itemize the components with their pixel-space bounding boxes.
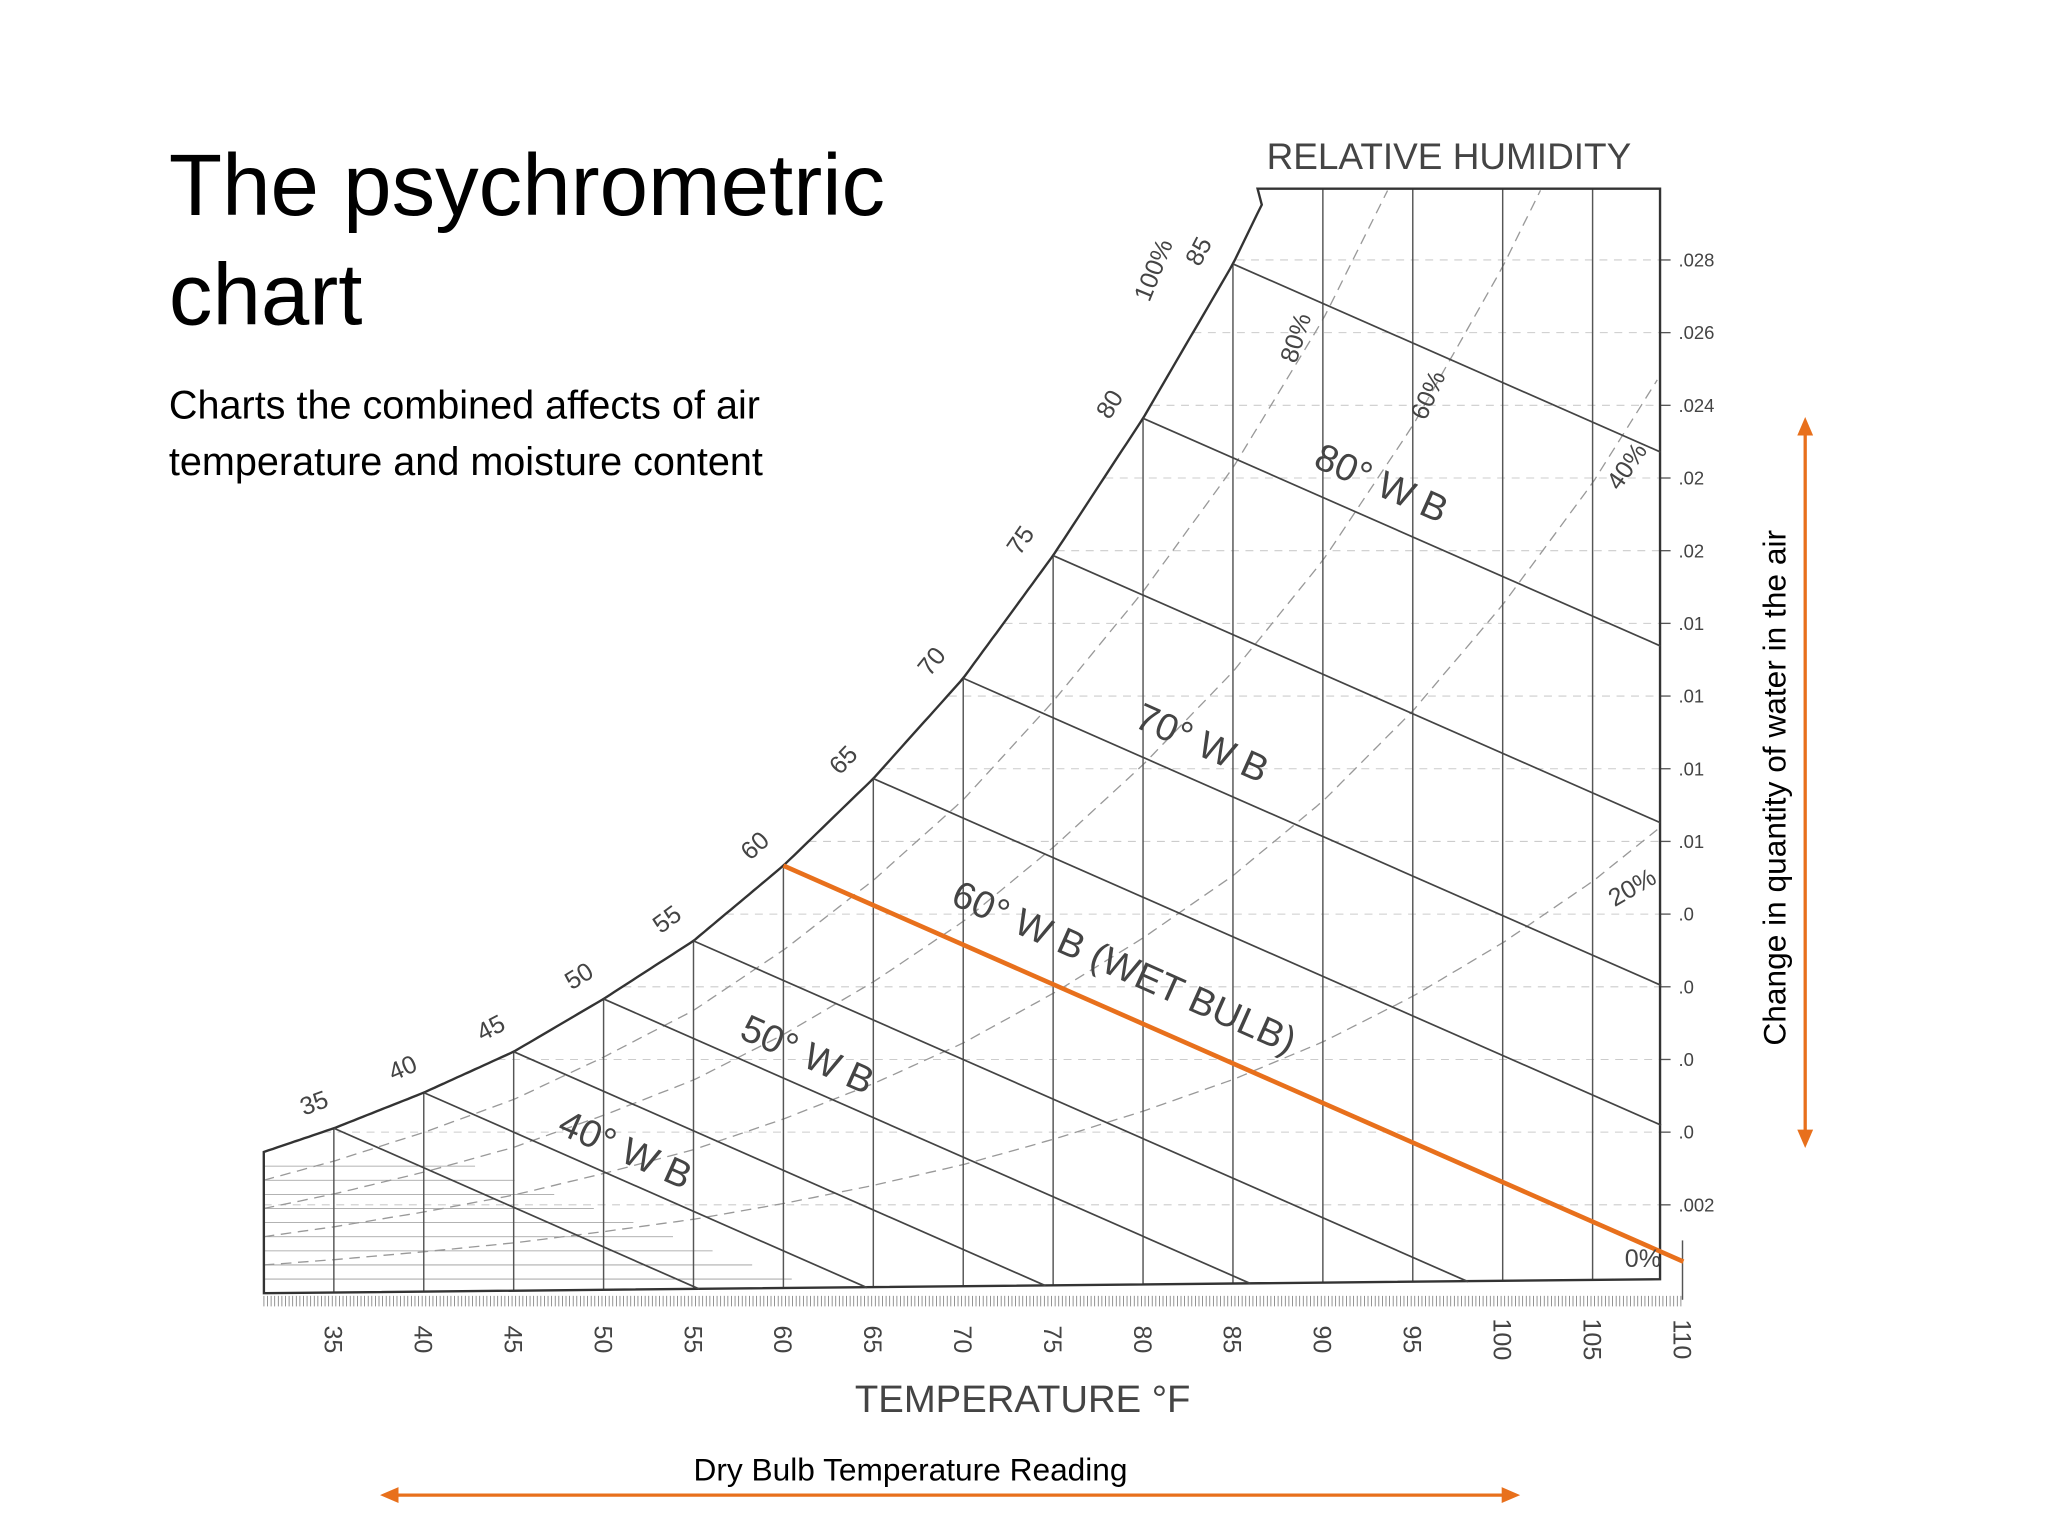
x-axis-title: TEMPERATURE °F bbox=[855, 1378, 1190, 1421]
x-tick-label: 65 bbox=[858, 1325, 886, 1353]
moisture-tick-label: .01 bbox=[1679, 758, 1705, 779]
x-tick-label: 100 bbox=[1487, 1318, 1515, 1360]
wet-bulb-line bbox=[423, 1091, 868, 1289]
moisture-tick-label: .01 bbox=[1679, 613, 1705, 634]
title-line: chart bbox=[169, 247, 363, 344]
saturation-temp-label: 50 bbox=[560, 957, 598, 995]
wet-bulb-line bbox=[1052, 554, 1661, 824]
saturation-temp-label: 55 bbox=[648, 900, 687, 939]
subtitle-line: Charts the combined affects of air bbox=[169, 383, 760, 427]
saturation-temp-label: 35 bbox=[296, 1085, 332, 1121]
x-tick-label: 75 bbox=[1038, 1325, 1066, 1353]
wet-bulb-label: 80° W B bbox=[1308, 435, 1454, 532]
rh-label: 80% bbox=[1275, 310, 1317, 366]
wet-bulb-line bbox=[513, 1050, 1046, 1287]
moisture-tick-label: .0 bbox=[1679, 904, 1694, 925]
moisture-tick-label: .02 bbox=[1679, 468, 1705, 489]
rh-curve bbox=[263, 829, 1658, 1266]
arrow-head bbox=[1797, 1129, 1814, 1149]
wet-bulb-line bbox=[603, 998, 1251, 1285]
arrow-head bbox=[1797, 416, 1814, 436]
saturation-temp-label: 65 bbox=[824, 740, 864, 780]
rh-label: 20% bbox=[1604, 863, 1661, 912]
moisture-tick-label: .028 bbox=[1679, 250, 1715, 271]
wet-bulb-line bbox=[693, 940, 1469, 1283]
rh-curve bbox=[263, 189, 1542, 1210]
top-label: RELATIVE HUMIDITY bbox=[1267, 136, 1632, 177]
wet-bulb-line bbox=[962, 677, 1662, 987]
wet-bulb-line bbox=[1232, 263, 1661, 453]
moisture-tick-label: .02 bbox=[1679, 540, 1705, 561]
saturation-temp-label: 40 bbox=[385, 1050, 422, 1087]
rh-curve bbox=[263, 190, 1389, 1181]
x-tick-label: 35 bbox=[319, 1325, 347, 1353]
x-tick-label: 60 bbox=[768, 1325, 796, 1353]
arrow-head bbox=[380, 1487, 399, 1504]
x-tick-label: 50 bbox=[588, 1325, 616, 1353]
x-tick-label: 70 bbox=[948, 1325, 976, 1353]
wet-bulb-label: 60° W B (WET BULB) bbox=[946, 872, 1303, 1062]
rh-curve bbox=[263, 379, 1658, 1238]
moisture-tick-label: .01 bbox=[1679, 831, 1705, 852]
wet-bulb-label: 70° W B bbox=[1129, 695, 1275, 792]
vertical-annotation: Change in quantity of water in the air bbox=[1756, 530, 1792, 1046]
x-tick-label: 40 bbox=[409, 1325, 437, 1353]
x-tick-label: 95 bbox=[1398, 1325, 1426, 1353]
x-tick-label: 90 bbox=[1308, 1325, 1336, 1353]
subtitle-line: temperature and moisture content bbox=[169, 440, 763, 484]
chart-frame bbox=[262, 187, 1662, 1295]
saturation-temp-label: 70 bbox=[912, 642, 951, 681]
x-tick-label: 45 bbox=[498, 1325, 526, 1353]
saturation-temp-label: 60 bbox=[735, 826, 774, 865]
horizontal-annotation: Dry Bulb Temperature Reading bbox=[693, 1452, 1127, 1488]
moisture-tick-label: .01 bbox=[1679, 686, 1705, 707]
wet-bulb-line bbox=[872, 777, 1662, 1126]
x-tick-label: 80 bbox=[1128, 1325, 1156, 1353]
wet-bulb-line bbox=[1142, 417, 1661, 647]
saturation-temp-label: 75 bbox=[1001, 521, 1040, 560]
rh-label: 40% bbox=[1601, 438, 1653, 495]
moisture-tick-label: .026 bbox=[1679, 322, 1715, 343]
saturation-temp-label: 45 bbox=[472, 1009, 510, 1047]
rh-label: 0% bbox=[1625, 1245, 1661, 1273]
wet-bulb-line bbox=[333, 1127, 700, 1290]
arrow-head bbox=[1501, 1487, 1521, 1504]
saturation-temp-label: 80 bbox=[1091, 385, 1129, 423]
x-tick-label: 110 bbox=[1667, 1319, 1695, 1359]
x-tick-label: 55 bbox=[678, 1325, 706, 1353]
wet-bulb-label: 40° W B bbox=[552, 1102, 698, 1199]
moisture-tick-label: .0 bbox=[1679, 1122, 1694, 1143]
title-line: The psychrometric bbox=[169, 137, 885, 234]
rh-label: 100% bbox=[1129, 235, 1179, 305]
moisture-tick-label: .024 bbox=[1679, 395, 1715, 416]
moisture-tick-label: .002 bbox=[1679, 1194, 1715, 1215]
x-tick-label: 85 bbox=[1218, 1325, 1246, 1353]
moisture-tick-label: .0 bbox=[1679, 1049, 1694, 1070]
saturation-temp-label: 85 bbox=[1180, 233, 1218, 271]
wet-bulb-line bbox=[782, 863, 1685, 1264]
x-tick-label: 105 bbox=[1577, 1318, 1605, 1360]
moisture-tick-label: .0 bbox=[1679, 976, 1694, 997]
